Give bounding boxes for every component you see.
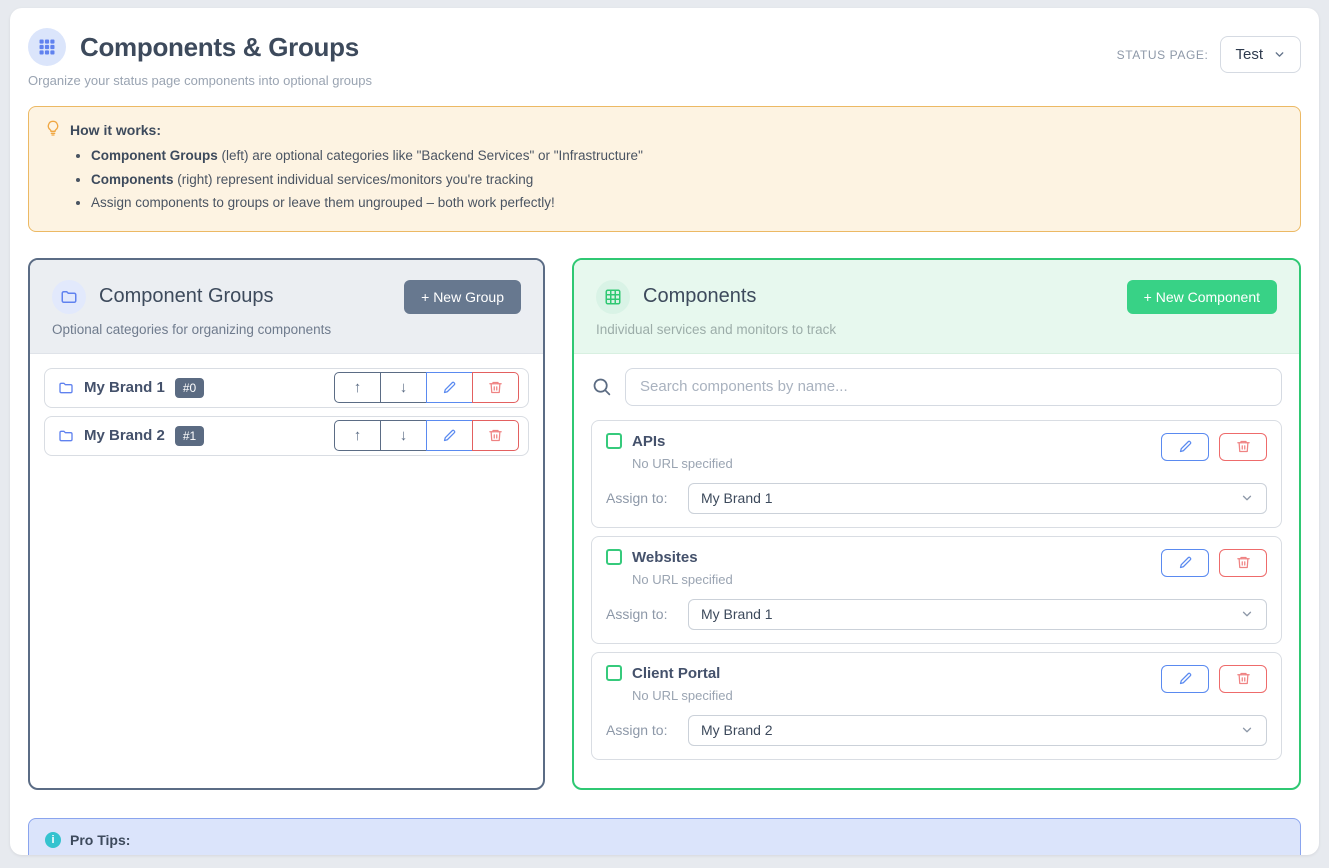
assign-group-value: My Brand 1 [701,490,773,507]
components-grid-icon [28,28,66,66]
trash-icon [1236,673,1250,685]
assign-group-value: My Brand 2 [701,722,773,739]
up-arrow-icon: ↑ [353,427,362,445]
group-name: My Brand 1 [84,379,165,397]
page-title: Components & Groups [80,31,359,62]
table-grid-icon [596,279,630,314]
assign-group-select[interactable]: My Brand 1 [688,598,1267,630]
pro-tips-title: Pro Tips: [70,831,131,848]
up-arrow-icon: ↑ [353,379,362,397]
trash-icon [489,382,502,394]
assign-group-value: My Brand 1 [701,606,773,623]
status-page-value: Test [1235,46,1263,63]
assign-to-label: Assign to: [606,606,668,623]
assign-to-label: Assign to: [606,490,668,507]
assign-group-select[interactable]: My Brand 2 [688,714,1267,746]
pencil-icon [1179,440,1191,453]
chevron-down-icon [1242,611,1252,617]
group-order-badge: #1 [174,425,205,446]
status-page-select[interactable]: Test [1220,36,1301,73]
move-up-button[interactable]: ↑ [334,420,381,452]
components-list: APIs No URL specified [574,354,1299,788]
edit-group-button[interactable] [426,372,473,404]
group-name: My Brand 2 [84,427,165,445]
delete-component-button[interactable] [1219,548,1267,577]
folder-icon [59,382,73,394]
edit-component-button[interactable] [1161,432,1209,461]
down-arrow-icon: ↓ [399,379,408,397]
component-url-note: No URL specified [632,687,733,703]
components-subtitle: Individual services and monitors to trac… [596,321,837,337]
chevron-down-icon [1242,727,1252,733]
group-row: My Brand 1 #0 ↑ ↓ [44,367,529,408]
trash-icon [1236,441,1250,453]
component-checkbox[interactable] [606,433,622,450]
search-icon [593,378,611,396]
search-components-input[interactable] [625,367,1282,406]
component-groups-header: Component Groups + New Group Optional ca… [30,259,543,354]
assign-to-label: Assign to: [606,722,668,739]
component-card: Client Portal No URL specified [591,651,1282,760]
component-checkbox[interactable] [606,549,622,566]
group-order-badge: #0 [174,377,205,398]
component-url-note: No URL specified [632,455,733,471]
component-groups-panel: Component Groups + New Group Optional ca… [28,257,545,790]
edit-group-button[interactable] [426,420,473,452]
component-checkbox[interactable] [606,665,622,682]
pro-tips-box: i Pro Tips: Use groups like "Backend", "… [28,817,1301,855]
move-down-button[interactable]: ↓ [380,372,427,404]
delete-component-button[interactable] [1219,664,1267,693]
components-panel: Components + New Component Individual se… [572,257,1301,790]
folder-icon [52,279,86,314]
move-up-button[interactable]: ↑ [334,372,381,404]
pencil-icon [1179,672,1191,685]
pencil-icon [443,429,456,442]
page-header: Components & Groups Organize your status… [28,28,1301,92]
folder-icon [59,430,73,442]
component-groups-list: My Brand 1 #0 ↑ ↓ [30,354,543,788]
trash-icon [489,430,502,442]
component-name: Websites [632,548,698,566]
page-subtitle: Organize your status page components int… [28,73,372,88]
down-arrow-icon: ↓ [399,427,408,445]
how-it-works-title: How it works: [70,121,162,138]
delete-component-button[interactable] [1219,432,1267,461]
delete-group-button[interactable] [472,420,519,452]
components-title: Components [643,285,757,308]
component-card: Websites No URL specified [591,535,1282,644]
chevron-down-icon [1242,495,1252,501]
new-component-button[interactable]: + New Component [1126,279,1277,314]
component-name: Client Portal [632,664,721,682]
chevron-down-icon [1275,52,1284,57]
pencil-icon [443,381,456,394]
delete-group-button[interactable] [472,372,519,404]
lightbulb-icon [45,120,61,139]
component-card: APIs No URL specified [591,419,1282,528]
info-icon: i [45,831,61,848]
component-groups-subtitle: Optional categories for organizing compo… [52,321,332,337]
how-it-works-box: How it works: Component Groups (left) ar… [28,106,1301,232]
edit-component-button[interactable] [1161,548,1209,577]
component-name: APIs [632,432,666,450]
pencil-icon [1179,556,1191,569]
components-header: Components + New Component Individual se… [574,259,1299,354]
group-row: My Brand 2 #1 ↑ ↓ [44,415,529,456]
how-it-works-list: Component Groups (left) are optional cat… [91,146,1284,213]
how-it-works-item: Assign components to groups or leave the… [91,193,1284,213]
component-groups-title: Component Groups [99,285,274,308]
new-group-button[interactable]: + New Group [404,279,521,314]
component-url-note: No URL specified [632,571,733,587]
assign-group-select[interactable]: My Brand 1 [688,482,1267,514]
move-down-button[interactable]: ↓ [380,420,427,452]
status-page-label: STATUS PAGE: [1116,47,1209,62]
how-it-works-item: Components (right) represent individual … [91,170,1284,190]
edit-component-button[interactable] [1161,664,1209,693]
main-page-card: Components & Groups Organize your status… [10,8,1319,855]
how-it-works-item: Component Groups (left) are optional cat… [91,146,1284,166]
trash-icon [1236,557,1250,569]
